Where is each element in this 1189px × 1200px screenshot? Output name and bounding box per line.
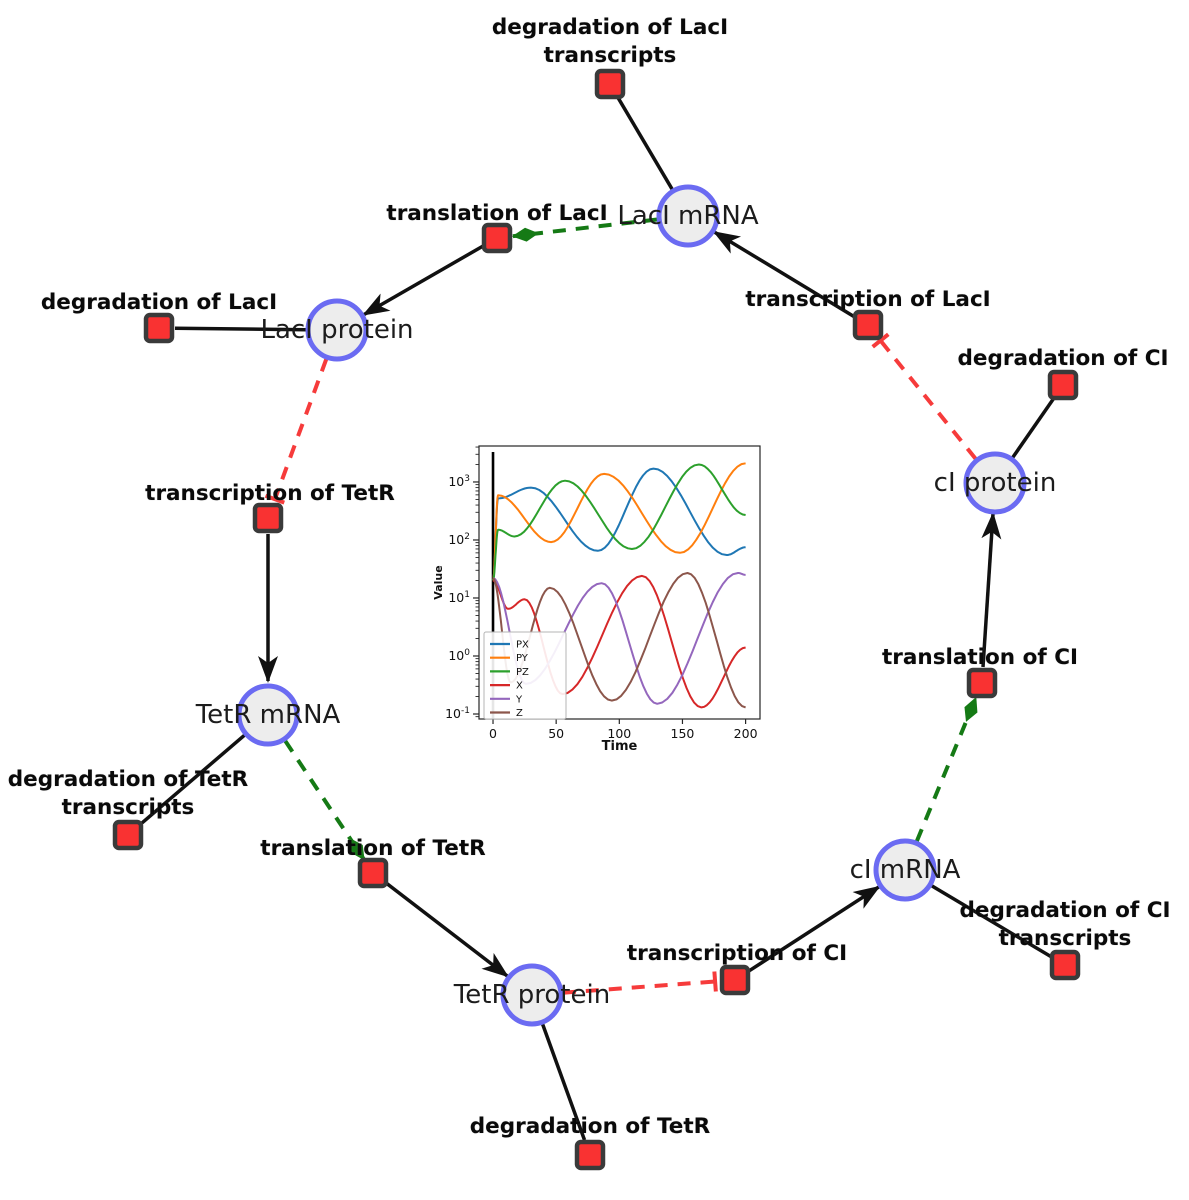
label-tetr-mrna: TetR mRNA: [195, 700, 341, 730]
chart-legend: PX PY PZ XYZ: [483, 631, 567, 720]
x-axis-label: Time: [602, 739, 638, 754]
label-deg-tetr: degradation of TetR: [469, 1114, 711, 1139]
edge-tetr-protein-to-deg-tetr: [540, 1023, 587, 1141]
series-line-PZ: [492, 463, 746, 582]
label-ci-protein: cI protein: [933, 468, 1057, 498]
label-translation-ci: translation of CI: [882, 645, 1078, 670]
species-node-ci-protein[interactable]: [963, 451, 1027, 515]
legend-label-PY: PY: [516, 653, 529, 664]
reaction-node-deg-laci[interactable]: [143, 312, 175, 344]
edge-ci-protein-inhibits-transcription-laci: [871, 332, 978, 461]
legend-label-Y: Y: [515, 694, 523, 705]
species-node-ci-mrna[interactable]: [873, 838, 937, 902]
edge-laci-protein-to-deg-laci: [174, 326, 307, 332]
species-node-laci-protein[interactable]: [305, 298, 369, 362]
y-axis-label: Value: [432, 565, 445, 599]
timecourse-plot-svg: 0 50 100 150 200Time10310210110010-1ValuePXP…: [432, 445, 761, 754]
reaction-node-transcription-ci[interactable]: [719, 964, 751, 996]
legend-label-X: X: [516, 681, 523, 692]
edge-translation-ci-to-ci-protein: [981, 511, 1002, 668]
species-node-tetr-mrna[interactable]: [236, 683, 300, 747]
reaction-node-deg-tetr-transcripts[interactable]: [112, 819, 144, 851]
edge-laci-protein-inhibits-transcription-tetr: [264, 358, 329, 505]
edge-tetr-mrna-to-deg-tetr-transcripts: [138, 733, 246, 826]
label-deg-laci: degradation of LacI: [40, 290, 278, 315]
x-tick-label: 0: [489, 726, 497, 741]
edge-tetr-protein-inhibits-transcription-ci: [562, 971, 718, 995]
edge-ci-protein-to-deg-ci: [1011, 397, 1056, 459]
species-node-tetr-protein[interactable]: [500, 963, 564, 1027]
legend-box: [483, 631, 567, 720]
y-tick-label: 102: [448, 532, 470, 547]
series-line-PY: [492, 462, 746, 581]
label-deg-ci: degradation of CI: [957, 346, 1169, 371]
label-translation-tetr: translation of TetR: [260, 836, 486, 861]
label-ci-mrna: cI mRNA: [849, 855, 961, 885]
legend-label-PZ: PZ: [516, 667, 529, 678]
edge-laci-mrna-to-deg-laci-transcripts: [616, 96, 674, 191]
edge-translation-tetr-to-tetr-protein: [384, 881, 509, 978]
edge-ci-mrna-to-translation-ci-modifier: [914, 696, 978, 843]
label-tetr-protein: TetR protein: [453, 980, 611, 1010]
timecourse-plot: 0 50 100 150 200 Time 103 102 101 100 10-1 Value PX P…: [430, 438, 775, 768]
legend-label-Z: Z: [516, 708, 523, 719]
x-tick-label: 100: [607, 726, 631, 741]
label-laci-protein: LacI protein: [260, 315, 414, 345]
x-tick-label: 200: [734, 726, 758, 741]
reaction-node-deg-ci[interactable]: [1047, 369, 1079, 401]
y-tick-label: 103: [448, 474, 470, 489]
label-deg-ci-transcripts: degradation of CI transcripts: [959, 898, 1171, 951]
edge-transcription-ci-to-ci-mrna: [747, 885, 881, 973]
label-transcription-laci: transcription of LacI: [745, 287, 991, 312]
label-deg-tetr-transcripts: degradation of TetR transcripts: [7, 767, 249, 820]
label-translation-laci: translation of LacI: [386, 201, 608, 226]
reaction-node-translation-tetr[interactable]: [357, 857, 389, 889]
y-tick-label: 100: [448, 648, 470, 663]
edge-transcription-laci-to-laci-mrna: [712, 230, 856, 319]
label-laci-mrna: LacI mRNA: [617, 201, 759, 231]
species-node-laci-mrna[interactable]: [656, 184, 720, 248]
edge-ci-mrna-to-deg-ci-transcripts: [930, 884, 1053, 959]
edge-translation-laci-to-laci-protein: [362, 244, 484, 317]
y-tick-label: 10-1: [445, 706, 470, 721]
edge-laci-mrna-to-translation-laci-modifier: [511, 217, 658, 242]
reaction-node-deg-ci-transcripts[interactable]: [1049, 949, 1081, 981]
x-tick-label: 50: [548, 726, 564, 741]
label-transcription-tetr: transcription of TetR: [145, 481, 395, 506]
reaction-node-translation-ci[interactable]: [966, 667, 998, 699]
x-tick-label: 150: [671, 726, 695, 741]
reaction-node-transcription-tetr[interactable]: [252, 502, 284, 534]
legend-label-PX: PX: [516, 640, 529, 651]
reaction-node-translation-laci[interactable]: [481, 222, 513, 254]
reaction-node-deg-tetr[interactable]: [574, 1139, 606, 1171]
label-deg-laci-transcripts: degradation of LacI transcripts: [491, 15, 729, 68]
edge-tetr-mrna-to-translation-tetr-modifier: [283, 739, 366, 861]
reaction-node-transcription-laci[interactable]: [852, 309, 884, 341]
reaction-node-deg-laci-transcripts[interactable]: [594, 68, 626, 100]
label-transcription-ci: transcription of CI: [626, 941, 848, 966]
y-tick-label: 101: [448, 590, 470, 605]
